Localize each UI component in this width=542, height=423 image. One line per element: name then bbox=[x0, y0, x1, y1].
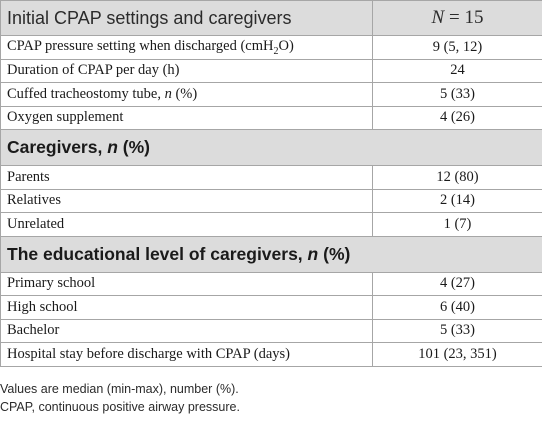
label-suffix: O) bbox=[278, 37, 294, 54]
n-symbol: n bbox=[307, 243, 319, 264]
row-label-high-school: High school bbox=[0, 295, 373, 320]
label-text: Cuffed tracheostomy tube, bbox=[7, 85, 165, 102]
row-label-unrelated: Unrelated bbox=[0, 212, 373, 237]
cpap-caregivers-table: Initial CPAP settings and caregivers N =… bbox=[0, 0, 542, 367]
row-label-primary-school: Primary school bbox=[0, 271, 373, 296]
table-row: CPAP pressure setting when discharged (c… bbox=[0, 35, 542, 60]
row-value: 4 (26) bbox=[372, 105, 542, 130]
subscript-2: 2 bbox=[273, 45, 279, 57]
section-label: Caregivers, bbox=[7, 137, 108, 157]
row-value: 5 (33) bbox=[372, 82, 542, 107]
row-label-bachelor: Bachelor bbox=[0, 318, 373, 343]
section-label: The educational level of caregivers, bbox=[7, 243, 308, 264]
n-symbol: n bbox=[107, 137, 118, 157]
label-text: CPAP pressure setting when discharged (c… bbox=[7, 37, 274, 54]
row-value: 9 (5, 12) bbox=[372, 35, 542, 60]
row-label-parents: Parents bbox=[0, 165, 373, 190]
row-value: 4 (27) bbox=[372, 271, 542, 296]
section-header-caregivers: Caregivers, n (%) bbox=[0, 129, 542, 166]
row-value: 24 bbox=[372, 58, 542, 83]
row-value: 5 (33) bbox=[372, 318, 542, 343]
n-value: = 15 bbox=[444, 7, 484, 28]
section-suffix: (%) bbox=[117, 137, 150, 157]
label-suffix: (%) bbox=[171, 85, 198, 102]
table-row: Cuffed tracheostomy tube, n (%) 5 (33) bbox=[0, 82, 542, 107]
table-title: Initial CPAP settings and caregivers bbox=[0, 0, 373, 36]
footnote-abbreviation: CPAP, continuous positive airway pressur… bbox=[0, 400, 240, 414]
row-label-cuffed-tube: Cuffed tracheostomy tube, n (%) bbox=[0, 82, 373, 107]
table-row: Duration of CPAP per day (h) 24 bbox=[0, 58, 542, 83]
section-title: The educational level of caregivers, n (… bbox=[0, 235, 542, 273]
row-value: 1 (7) bbox=[372, 212, 542, 237]
section-header-education: The educational level of caregivers, n (… bbox=[0, 235, 542, 273]
row-label-oxygen: Oxygen supplement bbox=[0, 105, 373, 130]
table-row: Parents 12 (80) bbox=[0, 165, 542, 190]
sample-size-header: N = 15 bbox=[372, 0, 542, 36]
row-value: 6 (40) bbox=[372, 295, 542, 320]
row-label-relatives: Relatives bbox=[0, 188, 373, 213]
row-label-duration: Duration of CPAP per day (h) bbox=[0, 58, 373, 83]
table-row: Unrelated 1 (7) bbox=[0, 212, 542, 237]
row-value: 12 (80) bbox=[372, 165, 542, 190]
n-symbol: N bbox=[431, 7, 445, 28]
n-symbol: n bbox=[164, 85, 172, 102]
row-value: 2 (14) bbox=[372, 188, 542, 213]
table-header-row: Initial CPAP settings and caregivers N =… bbox=[0, 0, 542, 36]
table-row: Hospital stay before discharge with CPAP… bbox=[0, 342, 542, 367]
table-footnotes: Values are median (min-max), number (%).… bbox=[0, 380, 542, 416]
row-label-cpap-pressure: CPAP pressure setting when discharged (c… bbox=[0, 35, 373, 60]
row-value: 101 (23, 351) bbox=[372, 342, 542, 367]
row-label-hospital-stay: Hospital stay before discharge with CPAP… bbox=[0, 342, 373, 367]
section-suffix: (%) bbox=[318, 243, 351, 264]
footnote-values: Values are median (min-max), number (%). bbox=[0, 382, 239, 396]
table-row: Bachelor 5 (33) bbox=[0, 318, 542, 343]
table-row: Relatives 2 (14) bbox=[0, 188, 542, 213]
section-title: Caregivers, n (%) bbox=[0, 129, 542, 166]
table-row: Oxygen supplement 4 (26) bbox=[0, 105, 542, 130]
table-row: Primary school 4 (27) bbox=[0, 271, 542, 296]
table-row: High school 6 (40) bbox=[0, 295, 542, 320]
